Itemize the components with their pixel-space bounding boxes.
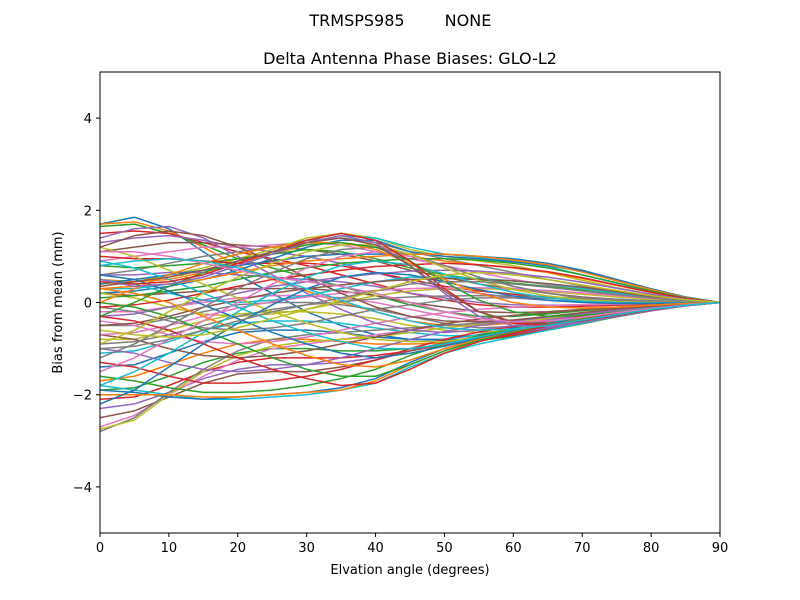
x-tick-label: 90 <box>712 541 729 556</box>
x-tick-label: 80 <box>643 541 660 556</box>
x-tick-label: 60 <box>505 541 522 556</box>
series-line <box>100 251 721 323</box>
series-line <box>99 225 721 334</box>
x-tick-label: 10 <box>161 541 178 556</box>
x-tick-label: 50 <box>436 541 453 556</box>
y-tick-label: 4 <box>84 112 92 127</box>
x-tick-label: 20 <box>230 541 247 556</box>
x-axis-ticks: 0 10 20 30 40 50 60 70 80 90 <box>96 533 728 556</box>
x-axis-label: Elvation angle (degrees) <box>330 563 489 578</box>
series-line <box>99 269 721 318</box>
y-axis-label: Bias from mean (mm) <box>51 231 66 373</box>
series-line <box>99 257 721 304</box>
y-tick-label: 2 <box>84 204 92 219</box>
x-tick-label: 0 <box>96 541 104 556</box>
series-line <box>99 287 721 318</box>
series-line <box>99 244 720 345</box>
chart-title: Delta Antenna Phase Biases: GLO-L2 <box>263 49 557 68</box>
suptitle-right: NONE <box>445 11 492 30</box>
series-line <box>99 281 721 350</box>
x-tick-label: 70 <box>574 541 591 556</box>
y-tick-label: −2 <box>73 389 92 404</box>
y-tick-label: 0 <box>84 297 92 312</box>
series-line <box>99 257 721 331</box>
x-tick-label: 30 <box>298 541 315 556</box>
y-axis-ticks: −4 −2 0 2 4 <box>73 112 100 496</box>
suptitle-left: TRMSPS985 <box>308 11 404 30</box>
series-line <box>99 230 721 323</box>
series-line <box>99 260 720 387</box>
series-lines <box>99 216 721 433</box>
series-line <box>99 271 721 338</box>
series-line <box>99 237 721 325</box>
y-tick-label: −4 <box>73 481 92 496</box>
series-line <box>99 294 721 345</box>
x-tick-label: 40 <box>367 541 384 556</box>
series-line <box>99 271 721 405</box>
